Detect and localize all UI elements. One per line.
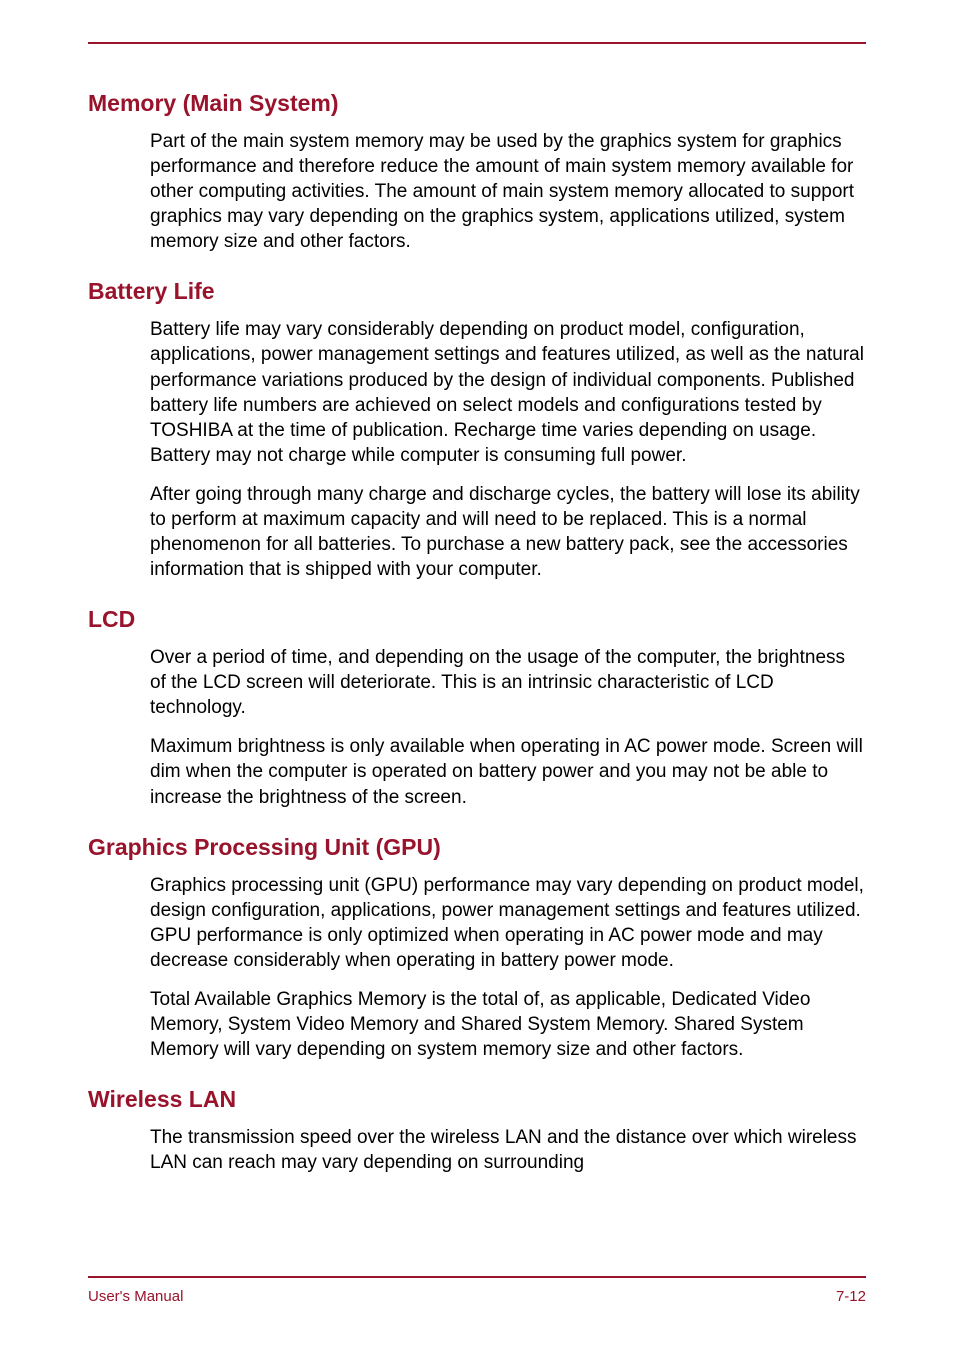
paragraph: Maximum brightness is only available whe…	[150, 734, 866, 809]
paragraph: After going through many charge and disc…	[150, 482, 866, 582]
paragraph: Total Available Graphics Memory is the t…	[150, 987, 866, 1062]
paragraph: Battery life may vary considerably depen…	[150, 317, 866, 467]
section-battery: Battery Life Battery life may vary consi…	[88, 278, 866, 582]
page-content: Memory (Main System) Part of the main sy…	[0, 0, 954, 1175]
top-divider	[88, 42, 866, 44]
section-memory: Memory (Main System) Part of the main sy…	[88, 90, 866, 254]
heading-battery: Battery Life	[88, 278, 866, 305]
paragraph: Over a period of time, and depending on …	[150, 645, 866, 720]
footer-right: 7-12	[836, 1288, 866, 1305]
paragraph: Part of the main system memory may be us…	[150, 129, 866, 254]
section-lcd: LCD Over a period of time, and depending…	[88, 606, 866, 809]
paragraph: Graphics processing unit (GPU) performan…	[150, 873, 866, 973]
heading-wireless: Wireless LAN	[88, 1086, 866, 1113]
footer-left: User's Manual	[88, 1288, 183, 1305]
heading-gpu: Graphics Processing Unit (GPU)	[88, 834, 866, 861]
paragraph: The transmission speed over the wireless…	[150, 1125, 866, 1175]
page-footer: User's Manual 7-12	[88, 1276, 866, 1305]
section-gpu: Graphics Processing Unit (GPU) Graphics …	[88, 834, 866, 1063]
section-wireless: Wireless LAN The transmission speed over…	[88, 1086, 866, 1175]
heading-lcd: LCD	[88, 606, 866, 633]
heading-memory: Memory (Main System)	[88, 90, 866, 117]
